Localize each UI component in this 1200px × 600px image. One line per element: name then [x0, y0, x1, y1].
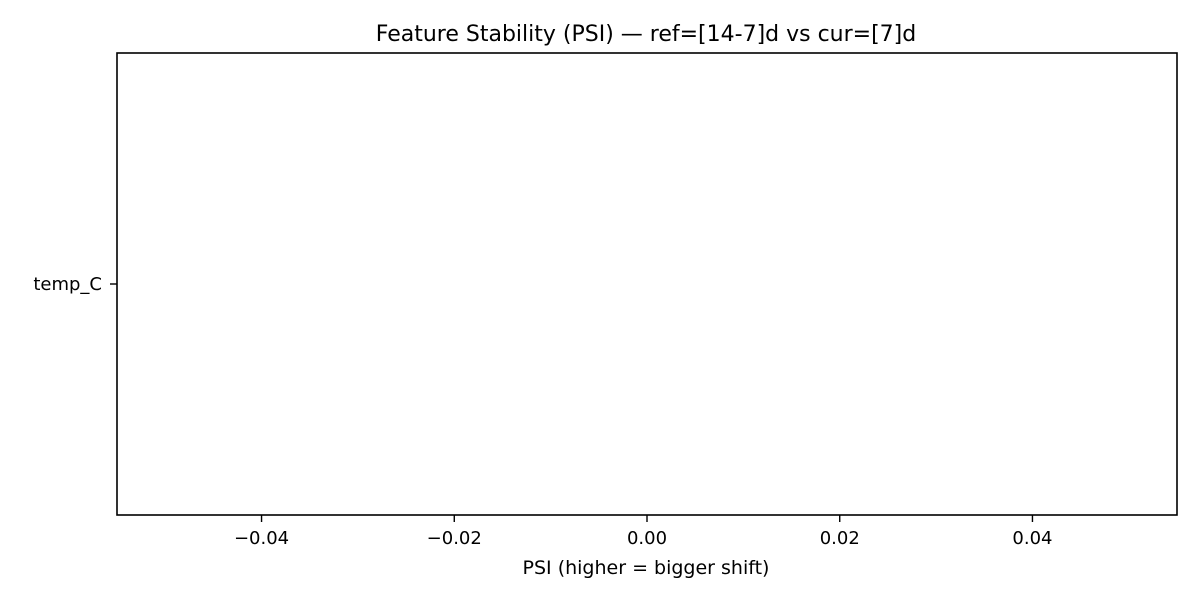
plot-area-frame: [116, 52, 1178, 516]
x-axis-label: PSI (higher = bigger shift): [523, 557, 770, 579]
y-tick-label: temp_C: [33, 274, 102, 295]
chart-title: Feature Stability (PSI) — ref=[14-7]d vs…: [376, 22, 916, 47]
y-axis-ticks: temp_C: [33, 274, 117, 295]
x-tick-label: −0.04: [234, 528, 289, 549]
x-tick-label: 0.04: [1012, 528, 1052, 549]
x-tick-label: 0.00: [627, 528, 667, 549]
x-tick-label: 0.02: [820, 528, 860, 549]
x-tick-label: −0.02: [427, 528, 482, 549]
x-axis-ticks: −0.04 −0.02 0.00 0.02 0.04: [234, 515, 1052, 549]
